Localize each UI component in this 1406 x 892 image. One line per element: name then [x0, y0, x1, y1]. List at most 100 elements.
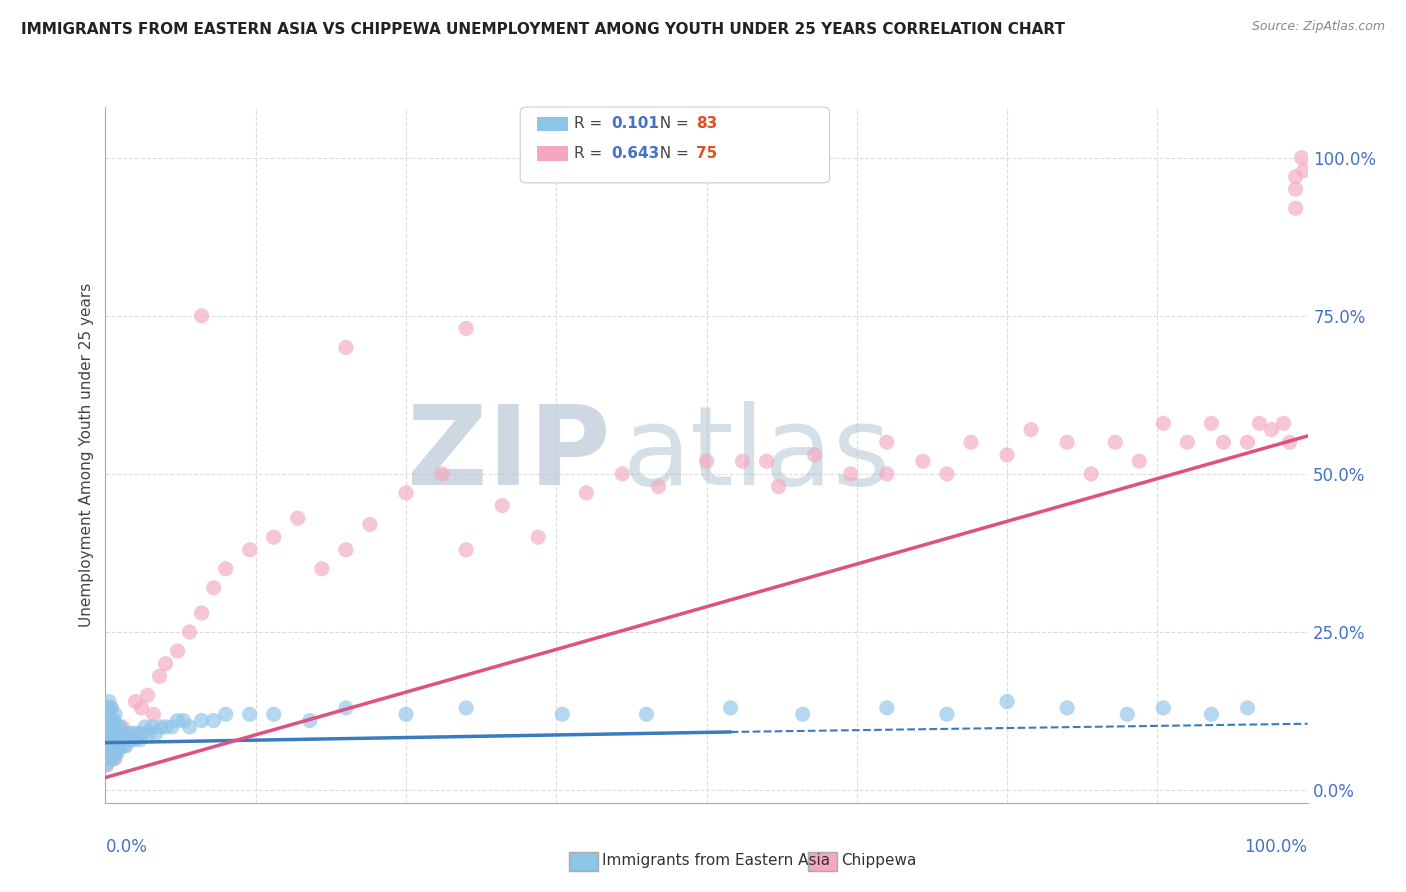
Text: 83: 83 [696, 117, 717, 131]
Point [1201, 417, 1223, 431]
Point [111, 732, 134, 747]
Point [239, 707, 262, 722]
Point [103, 732, 125, 747]
Point [1236, 435, 1258, 450]
Text: R =: R = [574, 117, 607, 131]
Point [647, 479, 669, 493]
Point [98, 714, 121, 728]
Point [115, 739, 138, 753]
Point [141, 720, 163, 734]
Point [166, 644, 188, 658]
Point [612, 467, 634, 481]
Point [98, 726, 121, 740]
Point [97, 720, 120, 734]
Text: Chippewa: Chippewa [841, 854, 917, 868]
Point [173, 714, 195, 728]
Point [803, 448, 825, 462]
Point [1080, 467, 1102, 481]
Point [145, 726, 167, 740]
Point [202, 714, 225, 728]
Point [936, 707, 959, 722]
Text: ZIP: ZIP [406, 401, 610, 508]
Point [936, 467, 959, 481]
Point [105, 726, 128, 740]
Point [1284, 201, 1306, 215]
Point [287, 511, 309, 525]
Text: 100.0%: 100.0% [1244, 838, 1308, 855]
Point [96, 726, 118, 740]
Point [114, 732, 136, 747]
Point [98, 751, 121, 765]
Point [731, 454, 754, 468]
Point [995, 448, 1018, 462]
Point [1249, 417, 1271, 431]
Point [127, 726, 149, 740]
Point [101, 714, 124, 728]
Point [1152, 417, 1174, 431]
Point [155, 657, 177, 671]
Point [142, 707, 165, 722]
Point [696, 454, 718, 468]
Point [136, 688, 159, 702]
Point [839, 467, 862, 481]
Point [97, 745, 120, 759]
Point [395, 707, 418, 722]
Point [107, 720, 129, 734]
Point [138, 726, 160, 740]
Point [527, 530, 550, 544]
Point [100, 745, 122, 759]
Point [115, 732, 138, 747]
Point [112, 732, 135, 747]
Point [995, 695, 1018, 709]
Point [359, 517, 381, 532]
Point [1201, 707, 1223, 722]
Point [263, 707, 285, 722]
Point [636, 707, 658, 722]
Point [190, 309, 212, 323]
Point [876, 467, 898, 481]
Point [107, 745, 129, 759]
Point [1284, 169, 1306, 184]
Point [96, 739, 118, 753]
Point [155, 720, 177, 734]
Text: 0.0%: 0.0% [105, 838, 148, 855]
Point [395, 486, 418, 500]
Point [454, 321, 477, 335]
Point [148, 669, 170, 683]
Text: 75: 75 [696, 146, 717, 161]
Text: Source: ZipAtlas.com: Source: ZipAtlas.com [1251, 20, 1385, 33]
Point [108, 739, 131, 753]
Point [720, 701, 742, 715]
Point [263, 530, 285, 544]
Point [107, 726, 129, 740]
Point [1175, 435, 1198, 450]
Point [97, 751, 120, 765]
Point [454, 701, 477, 715]
Point [1272, 417, 1295, 431]
Point [96, 757, 118, 772]
Point [98, 695, 121, 709]
Text: Immigrants from Eastern Asia: Immigrants from Eastern Asia [602, 854, 830, 868]
Point [179, 720, 201, 734]
Point [911, 454, 934, 468]
Point [1236, 701, 1258, 715]
Point [111, 720, 134, 734]
Point [1152, 701, 1174, 715]
Point [124, 695, 146, 709]
Point [96, 757, 118, 772]
Text: 0.643: 0.643 [612, 146, 659, 161]
Point [1260, 423, 1282, 437]
Point [335, 701, 357, 715]
Point [298, 714, 321, 728]
Point [100, 751, 122, 765]
Point [335, 340, 357, 354]
Point [105, 745, 128, 759]
Point [202, 581, 225, 595]
Point [114, 739, 136, 753]
Point [190, 606, 212, 620]
Point [100, 720, 122, 734]
Point [124, 726, 146, 740]
Point [101, 732, 124, 747]
Point [166, 714, 188, 728]
Point [1116, 707, 1139, 722]
